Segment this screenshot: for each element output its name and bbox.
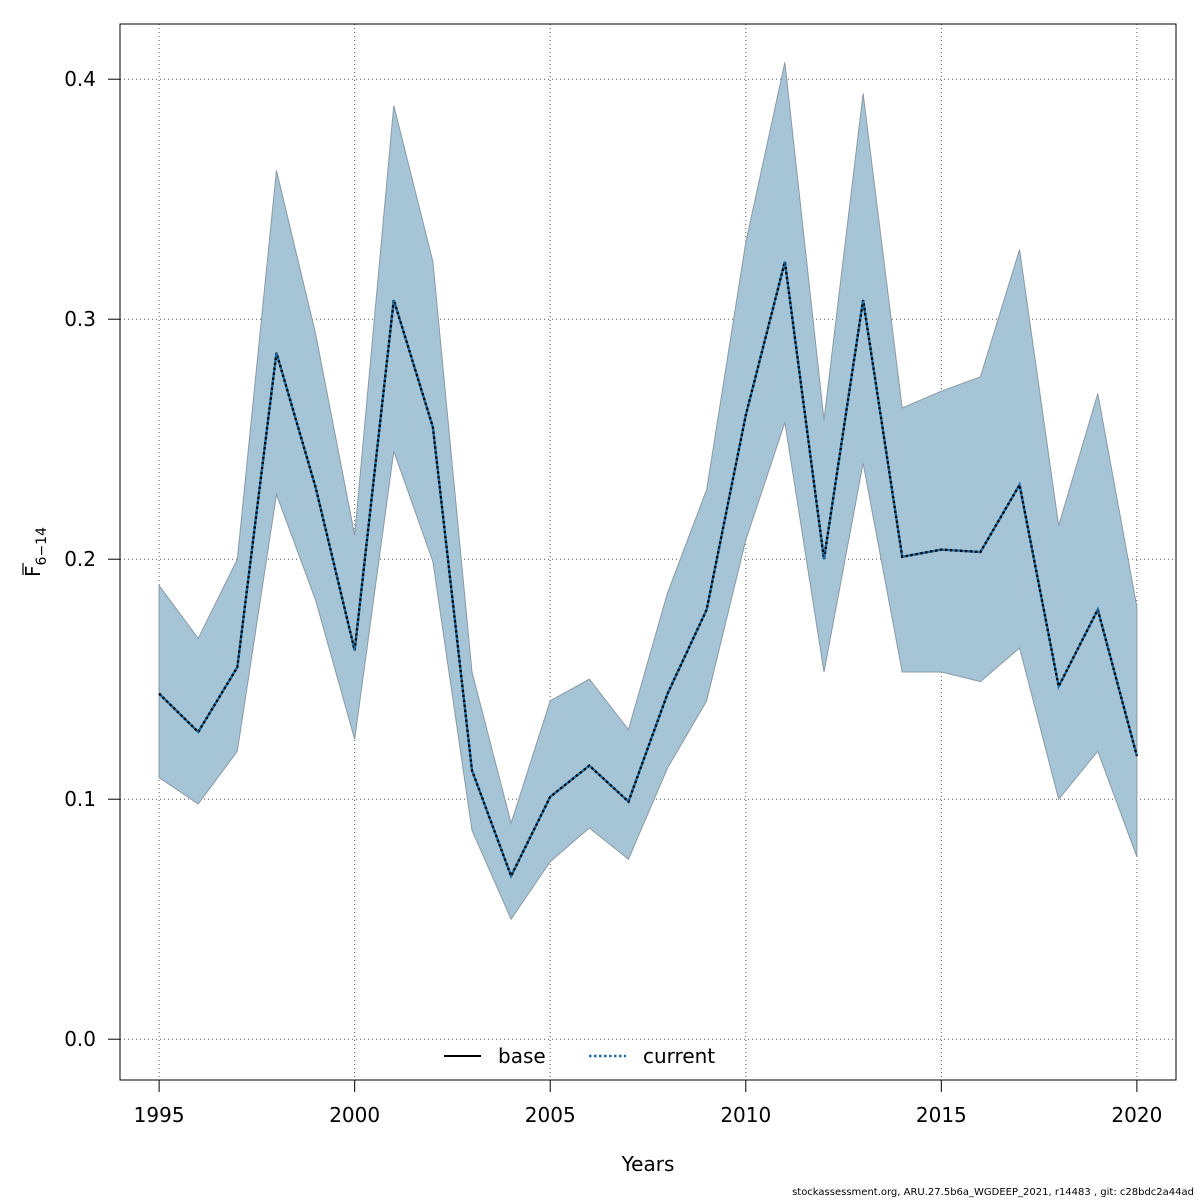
y-tick-label: 0.3 [64, 307, 96, 331]
y-axis-title-main: F [21, 565, 45, 577]
confidence-band-layer [158, 62, 1138, 921]
series-line-current [158, 261, 1139, 880]
x-tick-label: 2000 [329, 1103, 380, 1127]
x-axis-title: Years [621, 1152, 675, 1176]
y-axis-title: F6−14 [21, 527, 50, 577]
series-line-current-shadow [158, 261, 1139, 880]
x-axis: 1995 2000 2005 2010 2015 2020 [134, 1080, 1162, 1127]
legend: base current [444, 1044, 715, 1068]
y-axis: 0.0 0.1 0.2 0.3 0.4 [64, 67, 120, 1051]
svg-text:F6−14: F6−14 [21, 527, 50, 577]
y-tick-label: 0.1 [64, 787, 96, 811]
series-layer [158, 261, 1139, 880]
y-tick-label: 0.2 [64, 547, 96, 571]
y-axis-title-subscript: 6−14 [34, 527, 50, 566]
legend-label-base: base [498, 1044, 546, 1068]
x-tick-label: 2005 [525, 1103, 576, 1127]
plot-frame [119, 23, 1177, 1081]
y-tick-label: 0.4 [64, 67, 96, 91]
x-tick-label: 2020 [1111, 1103, 1162, 1127]
x-tick-label: 2015 [916, 1103, 967, 1127]
footer-note: stockassessment.org, ARU.27.5b6a_WGDEEP_… [792, 1187, 1194, 1198]
y-tick-label: 0.0 [64, 1027, 96, 1051]
confidence-band [158, 62, 1138, 921]
x-tick-label: 1995 [134, 1103, 185, 1127]
legend-label-current: current [643, 1044, 715, 1068]
x-tick-label: 2010 [720, 1103, 771, 1127]
